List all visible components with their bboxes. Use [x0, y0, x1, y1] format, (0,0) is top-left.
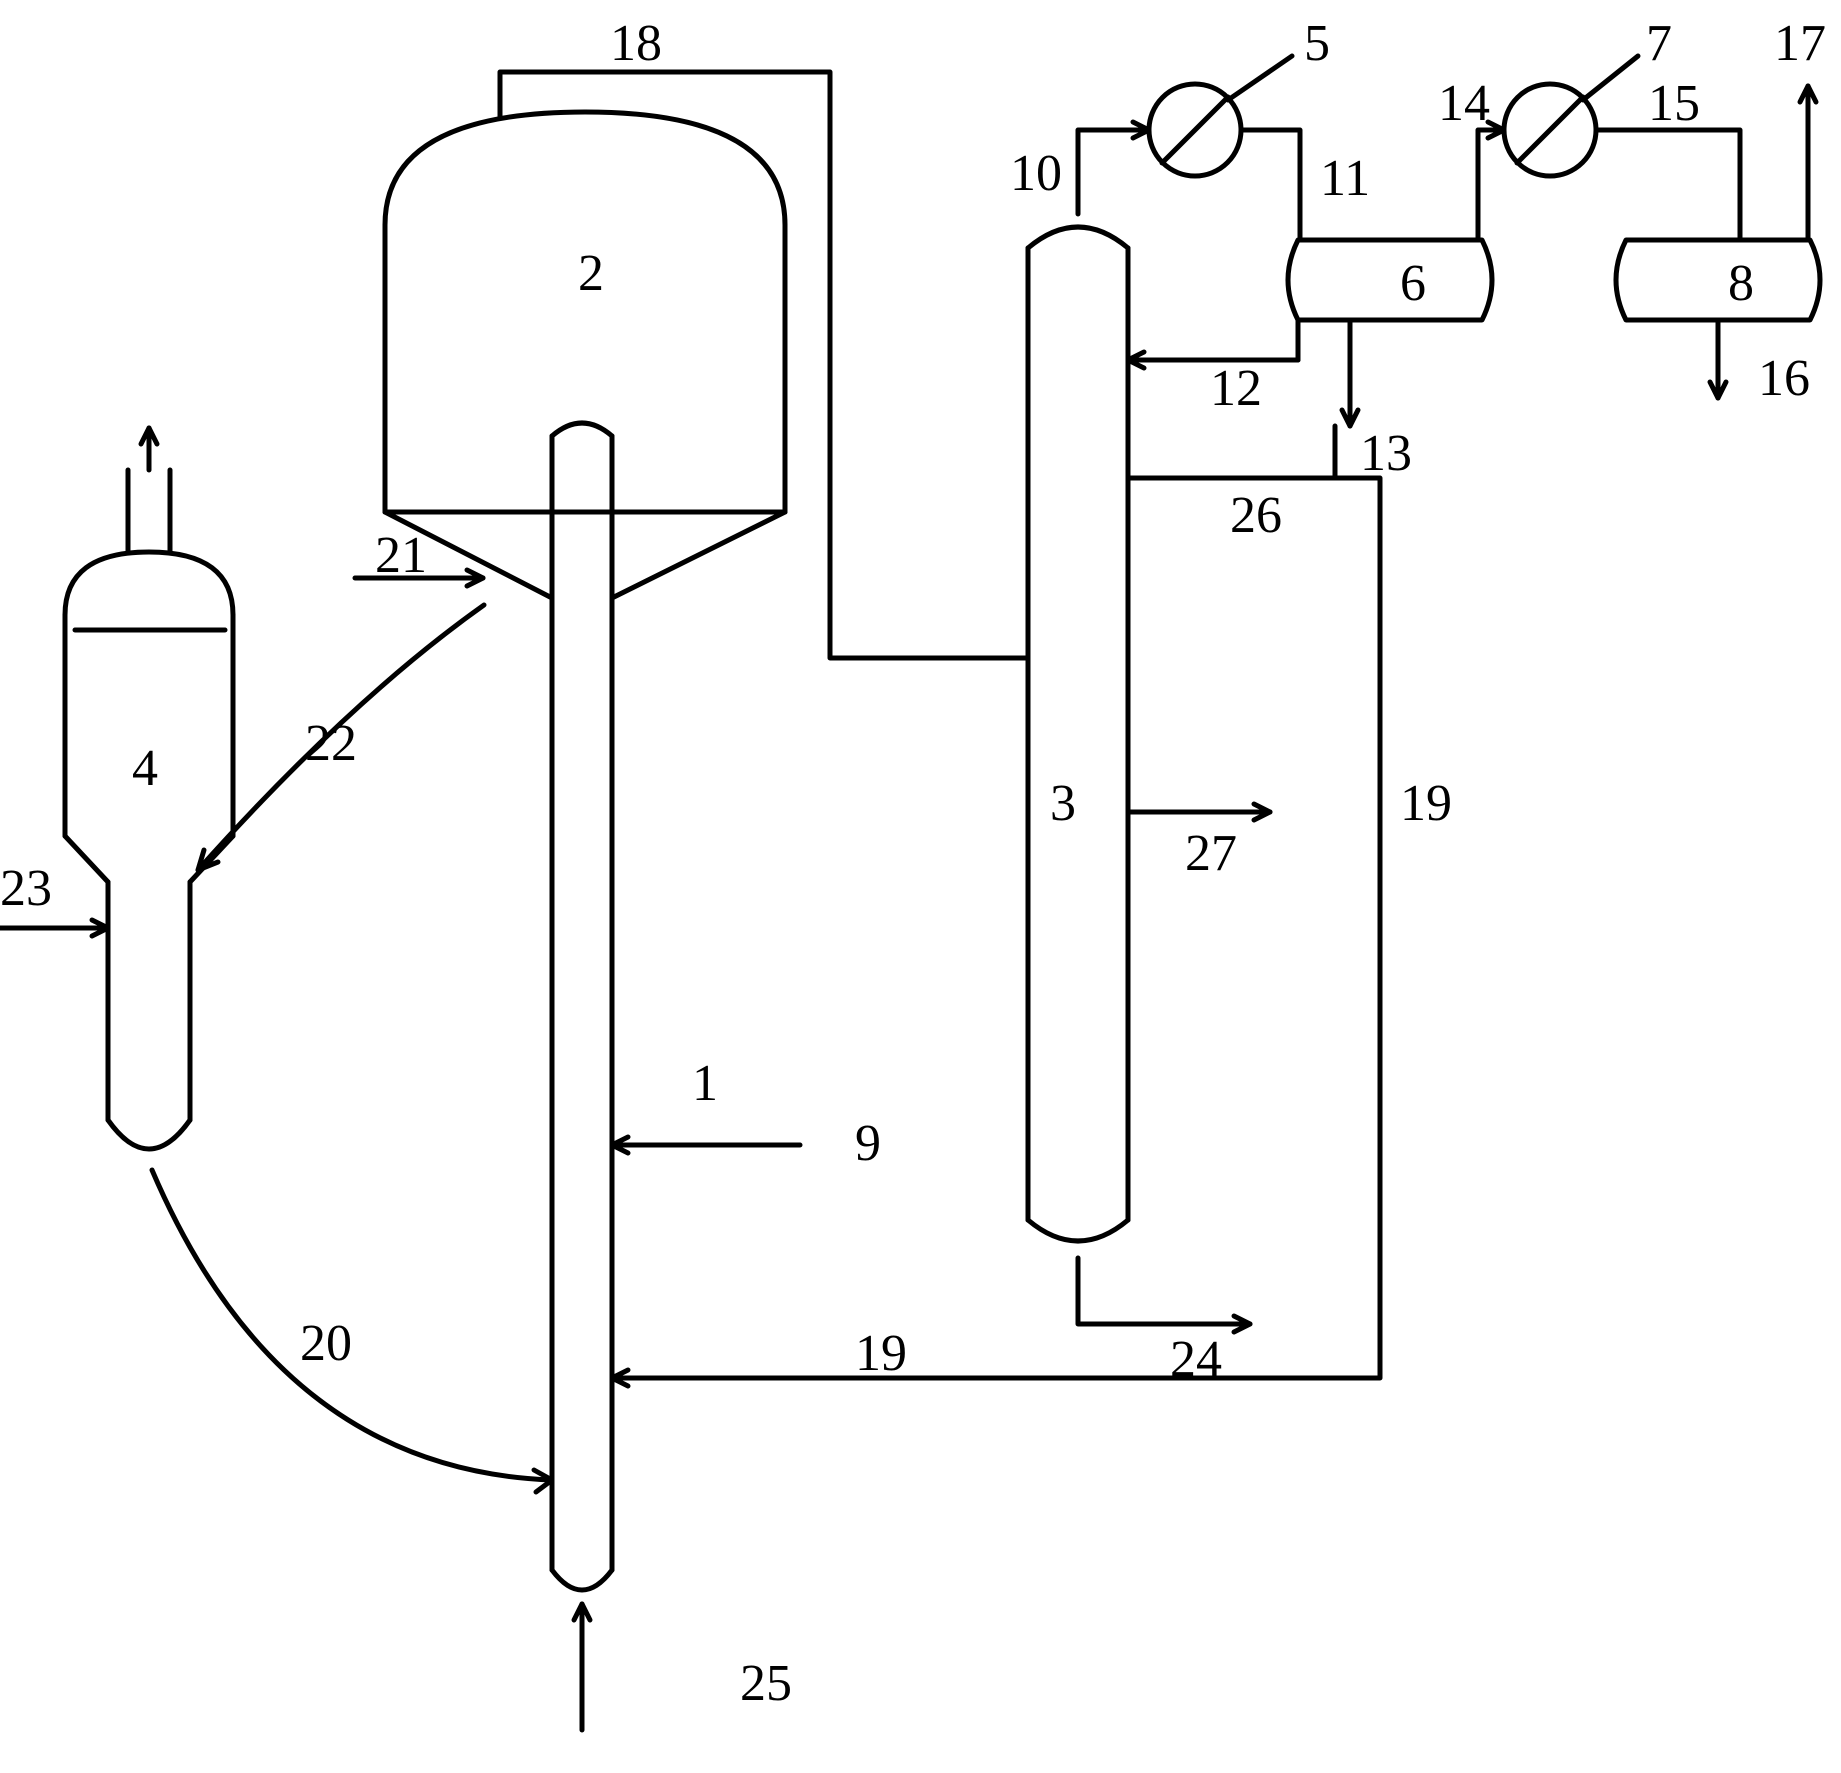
disengager-vessel — [385, 112, 785, 598]
stream-15 — [1596, 130, 1740, 240]
label-13: 13 — [1360, 425, 1412, 482]
label-26: 26 — [1230, 487, 1282, 544]
label-16: 16 — [1758, 350, 1810, 407]
regenerator-fluegas-arrow — [141, 428, 157, 470]
label-5: 5 — [1304, 15, 1330, 72]
stream-10 — [1078, 122, 1149, 214]
label-3: 3 — [1050, 775, 1076, 832]
label-22: 22 — [305, 715, 357, 772]
label-18: 18 — [610, 15, 662, 72]
label-7: 7 — [1646, 15, 1672, 72]
label-21: 21 — [375, 527, 427, 584]
label-2: 2 — [578, 245, 604, 302]
drum-1 — [1288, 240, 1492, 320]
label-15: 15 — [1648, 75, 1700, 132]
label-19b: 19 — [855, 1325, 907, 1382]
label-20: 20 — [300, 1315, 352, 1372]
label-1: 1 — [692, 1055, 718, 1112]
process-flow-diagram: 1 2 3 4 5 6 7 8 9 10 11 12 13 14 15 16 1… — [0, 0, 1841, 1773]
labels-group: 1 2 3 4 5 6 7 8 9 10 11 12 13 14 15 16 1… — [0, 15, 1826, 1712]
label-9: 9 — [855, 1115, 881, 1172]
riser-reactor — [552, 423, 612, 1590]
label-8: 8 — [1728, 255, 1754, 312]
regenerator-vessel — [65, 470, 233, 1149]
label-27: 27 — [1185, 825, 1237, 882]
label-19a: 19 — [1400, 775, 1452, 832]
fractionator-column — [1028, 227, 1128, 1241]
label-12: 12 — [1210, 360, 1262, 417]
stream-20-arrow — [152, 1170, 552, 1492]
label-10: 10 — [1010, 145, 1062, 202]
stream-25-arrow — [574, 1604, 590, 1730]
label-23: 23 — [0, 860, 52, 917]
label-25: 25 — [740, 1655, 792, 1712]
stream-14 — [1478, 122, 1504, 240]
stream-11 — [1241, 130, 1300, 240]
stream-24-arrow — [1078, 1258, 1250, 1332]
label-14: 14 — [1438, 75, 1490, 132]
label-24: 24 — [1170, 1331, 1222, 1388]
label-11: 11 — [1320, 150, 1370, 207]
label-6: 6 — [1400, 255, 1426, 312]
stream-23-arrow — [0, 920, 108, 936]
label-4: 4 — [132, 740, 158, 797]
stream-9-arrow — [612, 1137, 800, 1153]
label-17: 17 — [1774, 15, 1826, 72]
stream-26 — [1128, 426, 1335, 478]
stream-17-arrow — [1800, 86, 1816, 240]
drum-2 — [1616, 240, 1820, 320]
stream-13-arrow — [1342, 320, 1358, 426]
stream-16-arrow — [1710, 320, 1726, 398]
stream-27-arrow — [1128, 804, 1270, 820]
stream-19-recycle — [612, 478, 1380, 1386]
